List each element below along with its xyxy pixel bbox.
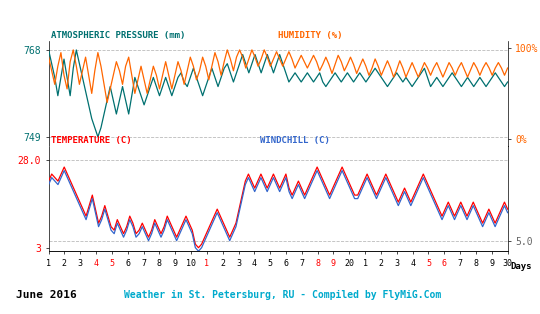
- Text: TEMPERATURE (C): TEMPERATURE (C): [51, 136, 132, 145]
- Text: June 2016: June 2016: [16, 290, 77, 300]
- Text: WINDCHILL (C): WINDCHILL (C): [260, 136, 329, 145]
- Text: Weather in St. Petersburg, RU - Compiled by FlyMiG.Com: Weather in St. Petersburg, RU - Compiled…: [124, 290, 442, 300]
- Text: Days: Days: [510, 262, 531, 271]
- Text: HUMIDITY (%): HUMIDITY (%): [278, 31, 342, 40]
- Text: ATMOSPHERIC PRESSURE (mm): ATMOSPHERIC PRESSURE (mm): [51, 31, 185, 40]
